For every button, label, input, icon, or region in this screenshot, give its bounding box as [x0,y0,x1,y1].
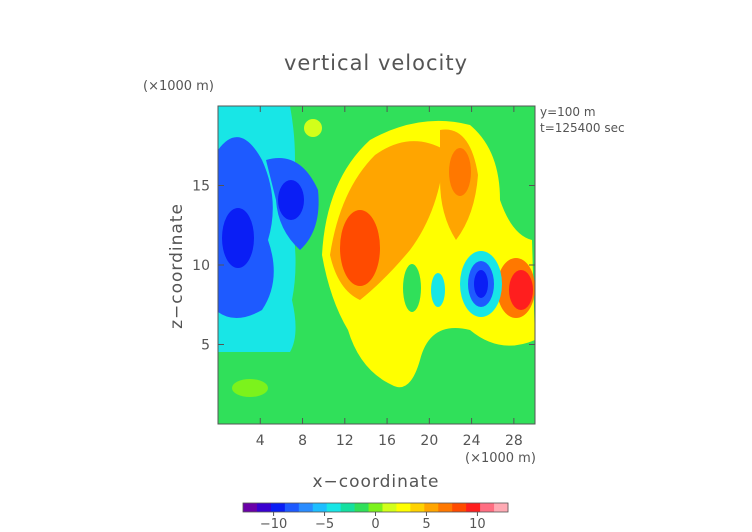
annotation-t: t=125400 sec [540,121,625,135]
colorbar-swatch [243,503,258,512]
field-contour-9 [340,210,380,286]
colorbar-swatch [270,503,286,512]
colorbar-swatch [466,503,481,512]
colorbar-swatch [424,503,439,512]
field-contour-18 [304,119,322,137]
x-tick-label: 8 [298,433,307,449]
field-contour-4 [222,208,254,268]
x-tick-label: 28 [505,433,523,449]
colorbar-tick-label: −5 [315,517,334,532]
colorbar-tick-label: 5 [422,517,430,532]
colorbar-swatch [368,503,383,512]
colorbar-tick-label: 10 [469,517,486,532]
colorbar-swatch [480,503,495,512]
x-tick-label: 24 [463,433,481,449]
y-unit-label: (×1000 m) [143,79,214,94]
y-axis-label: z−coordinate [167,203,187,329]
x-axis-label: x−coordinate [313,472,440,492]
colorbar-swatch [298,503,314,512]
colorbar-swatch [452,503,467,512]
field-contour-19 [232,379,268,397]
y-tick-label: 5 [201,338,210,354]
colorbar-swatch [312,503,328,512]
colorbar: −10 −5 0 5 10 [242,502,509,532]
field-layers [218,106,535,424]
colorbar-swatch [438,503,453,512]
colorbar-swatch [284,503,300,512]
y-tick-label: 10 [192,258,210,274]
field-contour-10 [449,148,471,196]
annotation-y: y=100 m [540,105,596,119]
y-axis-ticks: 5 10 15 [192,179,535,354]
x-tick-label: 4 [256,433,265,449]
field-contour-17 [431,273,445,307]
colorbar-swatch [326,503,342,512]
field-contour-15 [474,270,488,298]
heatmap-field [218,106,535,424]
colorbar-tick-label: −10 [260,517,287,532]
y-tick-label: 15 [192,179,210,195]
x-tick-label: 20 [420,433,438,449]
colorbar-tick-label: 0 [371,517,379,532]
colorbar-swatch [410,503,425,512]
field-contour-5 [278,180,304,220]
x-tick-label: 12 [336,433,354,449]
colorbar-swatch [382,503,397,512]
colorbar-swatch [340,503,356,512]
x-axis-ticks: 4 8 12 16 20 24 28 [256,106,523,449]
field-contour-12 [509,270,533,310]
colorbar-swatch [494,503,509,512]
colorbar-swatch [354,503,370,512]
field-contour-16 [403,264,421,312]
colorbar-swatch [396,503,411,512]
chart-title: vertical velocity [284,51,468,75]
x-unit-label: (×1000 m) [465,451,536,466]
x-tick-label: 16 [378,433,396,449]
colorbar-swatch [256,503,272,512]
